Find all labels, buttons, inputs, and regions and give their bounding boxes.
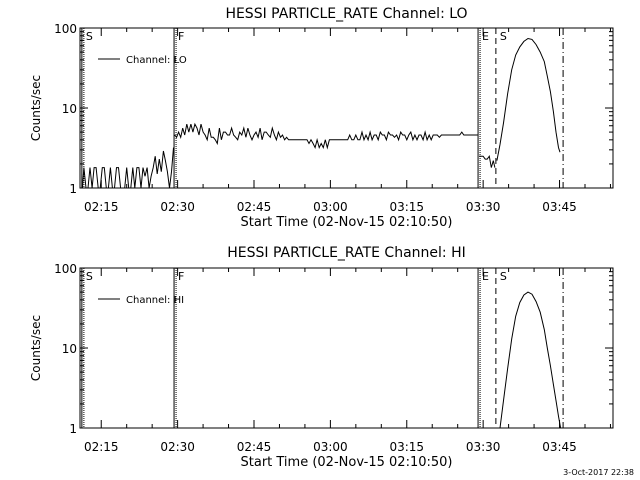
data-series-1-segment-3 [479,154,496,168]
x-tick-label: 03:45 [542,200,577,214]
chart-title: HESSI PARTICLE_RATE Channel: LO [225,6,467,22]
chart-panel-1: HESSI PARTICLE_RATE Channel: LO 02:15 02:3… [29,6,614,230]
x-axis-label: Start Time (02-Nov-15 02:10:50) [241,455,453,470]
x-tick-label: 03:15 [389,440,424,454]
x-tick-label: 03:30 [466,200,501,214]
event-marker-label: E [482,30,489,43]
legend-label: Channel: HI [126,295,184,306]
x-tick-label: 02:30 [160,440,195,454]
y-tick-label: 100 [54,262,77,276]
event-marker-label: S [500,30,507,43]
y-tick-label: 10 [62,102,77,116]
chart-title: HESSI PARTICLE_RATE Channel: HI [227,245,465,261]
event-marker-label: S [86,270,93,283]
y-axis-label: Counts/sec [29,75,43,141]
x-tick-label: 03:00 [313,200,348,214]
y-tick-label: 100 [54,22,77,36]
legend-label: Channel: LO [126,55,187,66]
data-series-1-segment-4 [496,37,561,161]
event-marker-label: S [86,30,93,43]
x-tick-label: 03:15 [389,200,424,214]
x-tick-label: 02:45 [237,200,272,214]
x-tick-label: 03:00 [313,440,348,454]
data-series-1-segment-1 [81,147,174,188]
plot-timestamp: 3-Oct-2017 22:38 [563,468,634,477]
y-tick-label: 1 [69,422,77,436]
x-tick-label: 03:45 [542,440,577,454]
x-axis-label: Start Time (02-Nov-15 02:10:50) [241,215,453,230]
event-marker-label: F [178,270,184,283]
x-tick-label: 02:15 [84,440,119,454]
x-tick-label: 03:30 [466,440,501,454]
y-tick-label: 1 [69,182,77,196]
event-marker-label: E [482,270,489,283]
chart-panel-2: HESSI PARTICLE_RATE Channel: HI 02:15 02:3… [29,245,614,470]
x-tick-label: 02:15 [84,200,119,214]
data-series-1-segment-2 [174,122,478,150]
event-marker-label: S [500,270,507,283]
plot-frame [79,267,614,429]
y-tick-label: 10 [62,342,77,356]
data-series-1-segment-1 [499,291,562,428]
x-tick-label: 02:30 [160,200,195,214]
event-marker-label: F [178,30,184,43]
x-tick-label: 02:45 [237,440,272,454]
y-axis-label: Counts/sec [29,315,43,381]
